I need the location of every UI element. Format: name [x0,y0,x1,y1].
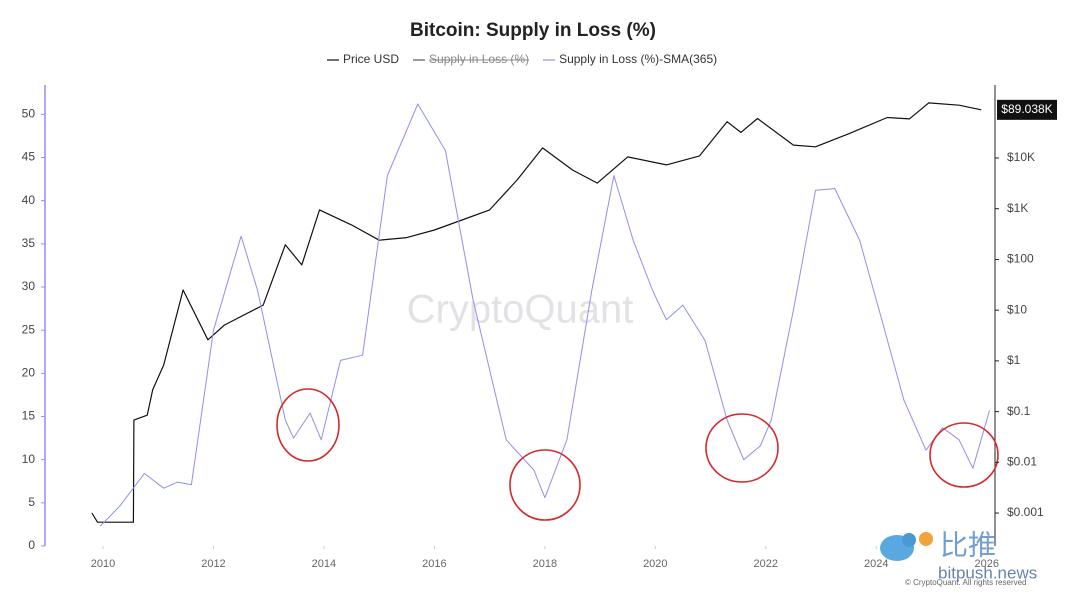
y-tick-label: 45 [22,150,36,164]
x-tick-label: 2024 [864,558,888,570]
bird-icon [902,533,916,547]
y2-tick-label: $0.1 [1007,404,1031,418]
x-tick-label: 2014 [312,558,336,570]
y2-tick-label: $10 [1007,302,1027,316]
legend-label: Supply in Loss (%) [429,52,529,66]
x-tick-label: 2010 [91,558,115,570]
y2-tick-label: $10K [1007,150,1035,164]
y2-tick-label: $0.001 [1007,505,1044,519]
x-tick-label: 2022 [754,558,778,570]
x-tick-label: 2026 [974,558,998,570]
series-line [91,102,982,523]
y2-tick-label: $1K [1007,201,1028,215]
y-tick-label: 20 [22,366,36,380]
y-tick-label: 5 [28,495,35,509]
plot-area [91,102,990,527]
y-tick-label: 0 [28,538,35,552]
credit: © CryptoQuant. All rights reserved [905,578,1027,587]
coin-icon [919,532,933,546]
y2-tick-label: $100 [1007,252,1034,266]
y-tick-label: 40 [22,193,36,207]
overlay-logo [880,532,933,561]
x-tick-label: 2018 [533,558,557,570]
overlay-site: bitpush.news [938,563,1037,582]
x-tick-label: 2020 [643,558,667,570]
watermark: CryptoQuant [407,288,634,332]
y2-tick-label: $1 [1007,353,1021,367]
series-line [99,103,990,527]
highlight-circle [705,413,779,483]
overlay-brand: 比推 [940,529,996,560]
y-tick-label: 30 [22,279,36,293]
y-tick-label: 50 [22,107,36,121]
y-tick-label: 15 [22,409,36,423]
highlight-circle [929,422,999,488]
y-tick-label: 10 [22,452,36,466]
y-tick-label: 25 [22,322,36,336]
y2-tick-label: $0.01 [1007,454,1037,468]
x-tick-label: 2016 [422,558,446,570]
last-value-label: $89.038K [1001,102,1052,116]
highlight-circle [509,449,581,521]
highlight-circle [276,388,340,462]
y-tick-label: 35 [22,236,36,250]
legend-label: Price USD [343,52,399,66]
legend-label: Supply in Loss (%)-SMA(365) [559,52,717,66]
x-tick-label: 2012 [201,558,225,570]
chart-title: Bitcoin: Supply in Loss (%) [410,20,656,41]
last-value-box [997,99,1057,120]
